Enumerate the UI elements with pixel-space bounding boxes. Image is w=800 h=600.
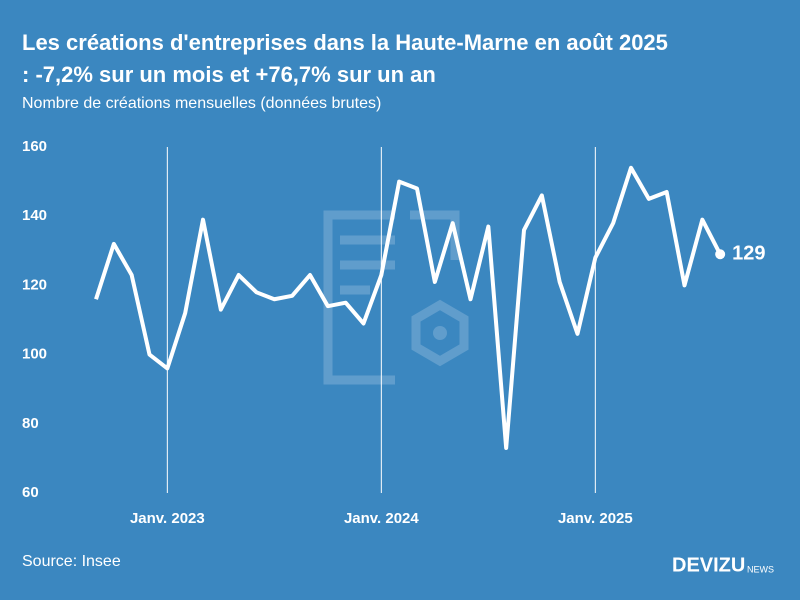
y-tick-label: 140: [22, 207, 47, 224]
watermark: [323, 210, 469, 385]
chart-title-line-1: Les créations d'entreprises dans la Haut…: [22, 30, 668, 55]
brand-logo: DEVIZU: [672, 554, 745, 576]
chart-title-line-2: : -7,2% sur un mois et +76,7% sur un an: [22, 62, 436, 87]
x-tick-label: Janv. 2025: [558, 510, 633, 527]
y-tick-label: 160: [22, 138, 47, 155]
x-tick-label: Janv. 2024: [344, 510, 419, 527]
data-line: [94, 165, 722, 451]
chart-subtitle: Nombre de créations mensuelles (données …: [22, 95, 381, 112]
source-note: Source: Insee: [22, 553, 121, 570]
y-tick-label: 60: [22, 484, 39, 501]
x-tick-label: Janv. 2023: [130, 510, 205, 527]
y-tick-label: 100: [22, 346, 47, 363]
end-point: [715, 249, 726, 260]
y-tick-label: 120: [22, 276, 47, 293]
end-value-label: 129: [732, 243, 765, 265]
brand-suffix: NEWS: [747, 564, 774, 574]
y-tick-label: 80: [22, 415, 39, 432]
